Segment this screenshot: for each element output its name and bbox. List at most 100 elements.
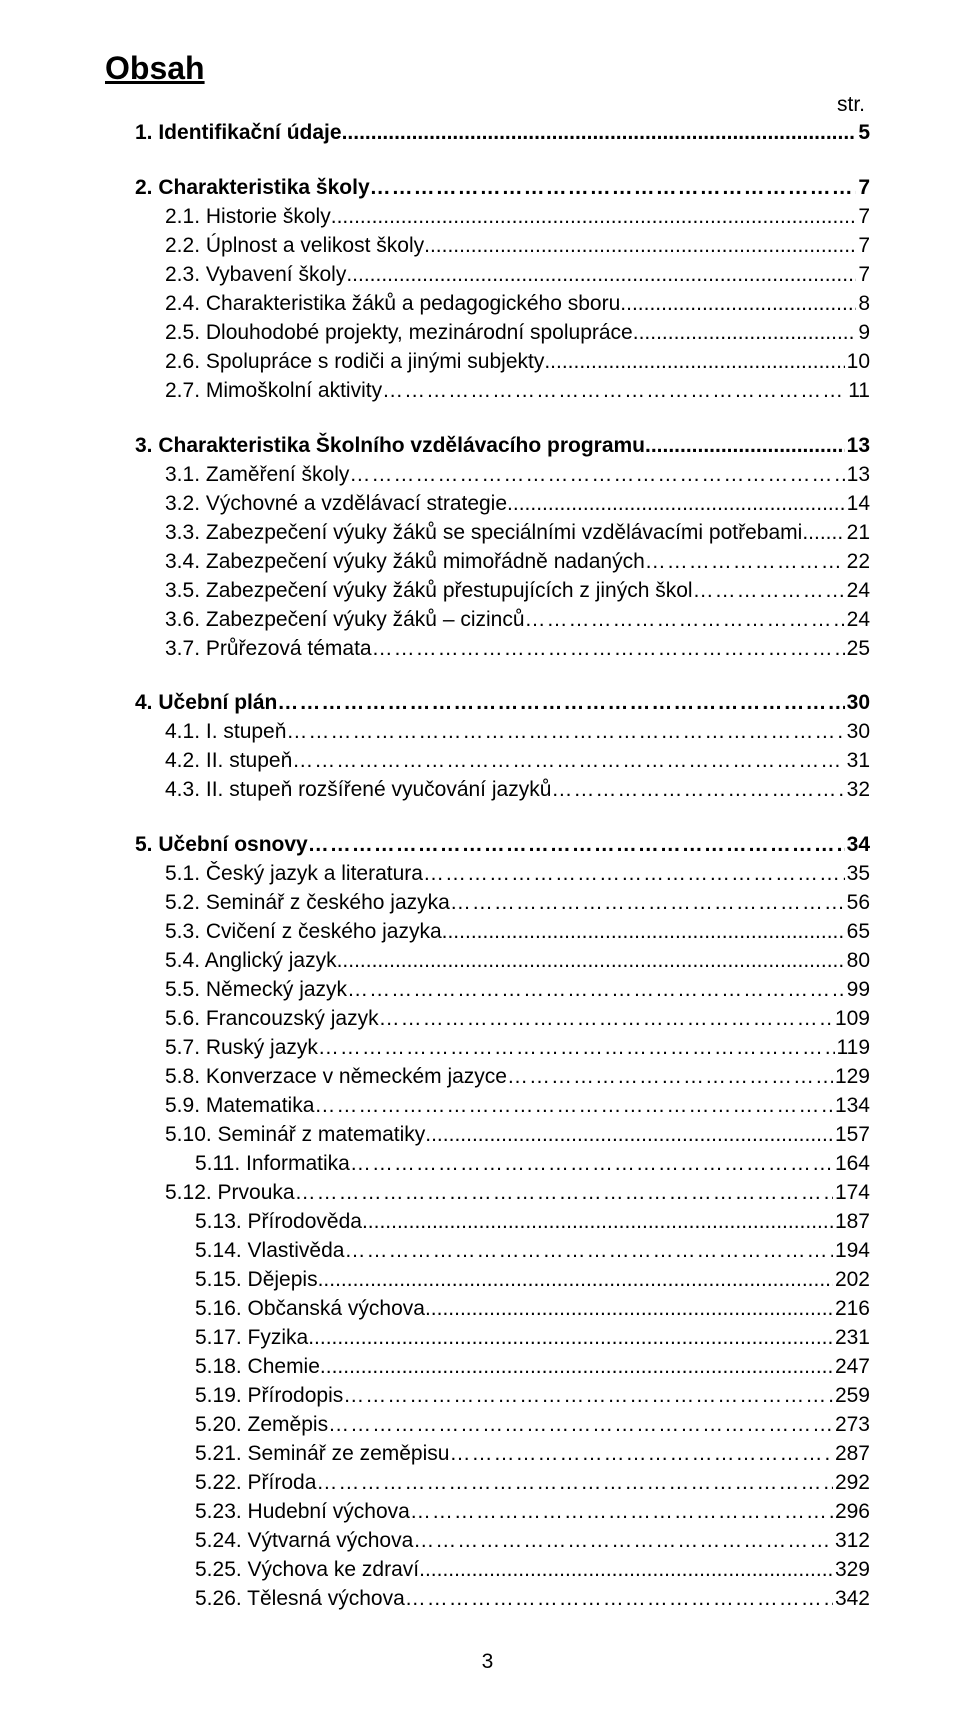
toc-entry-page: 174: [833, 1179, 870, 1208]
toc-entry: 5.12. Prvouka 174: [105, 1179, 870, 1208]
toc-leader-dots: [442, 918, 845, 947]
toc-leader-dots: [379, 1005, 833, 1034]
toc-entry-page: 11: [846, 377, 870, 406]
toc-entry: 5.14. Vlastivěda 194: [105, 1237, 870, 1266]
toc-entry-page: 287: [833, 1440, 870, 1469]
toc-entry-label: 5.23. Hudební výchova: [195, 1498, 410, 1527]
toc-entry-label: 5.14. Vlastivěda: [195, 1237, 344, 1266]
toc-entry-label: 2.3. Vybavení školy: [165, 261, 346, 290]
toc-entry-label: 2.1. Historie školy: [165, 203, 331, 232]
toc-entry: 5.24. Výtvarná výchova 312: [105, 1527, 870, 1556]
toc-leader-dots: [551, 776, 844, 805]
toc-leader-dots: [331, 203, 857, 232]
toc-leader-dots: [450, 889, 845, 918]
toc-entry-page: 164: [833, 1150, 870, 1179]
toc-entry: 5.15. Dějepis 202: [105, 1266, 870, 1295]
toc-leader-dots: [286, 718, 844, 747]
toc-entry-page: 296: [833, 1498, 870, 1527]
toc-entry: 2.3. Vybavení školy 7: [105, 261, 870, 290]
toc-entry: 2. Charakteristika školy 7: [105, 174, 870, 203]
toc-leader-dots: [507, 490, 845, 519]
toc-entry-label: 5.6. Francouzský jazyk: [165, 1005, 379, 1034]
toc-entry-page: 292: [833, 1469, 870, 1498]
toc-entry-page: 99: [845, 976, 870, 1005]
toc-entry-page: 14: [845, 490, 870, 519]
toc-leader-dots: [346, 261, 856, 290]
toc-entry-page: 32: [845, 776, 870, 805]
toc-entry-page: 22: [845, 548, 870, 577]
toc-leader-dots: [372, 635, 845, 664]
toc-entry-page: 24: [845, 606, 870, 635]
toc-leader-dots: [292, 747, 844, 776]
toc-entry-page: 329: [833, 1556, 870, 1585]
toc-entry-label: 2.7. Mimoškolní aktivity: [165, 377, 382, 406]
page-column-label: str.: [105, 93, 870, 117]
toc-entry-label: 5.10. Seminář z matematiky: [165, 1121, 425, 1150]
toc-entry: 4.2. II. stupeň 31: [105, 747, 870, 776]
toc-leader-dots: [337, 947, 845, 976]
toc-entry-label: 5.4. Anglický jazyk: [165, 947, 337, 976]
toc-entry: 5.4. Anglický jazyk 80: [105, 947, 870, 976]
toc-leader-dots: [362, 1208, 833, 1237]
toc-leader-dots: [316, 1469, 833, 1498]
toc-entry: 4.3. II. stupeň rozšířené vyučování jazy…: [105, 776, 870, 805]
toc-entry: 5.2. Seminář z českého jazyka 56: [105, 889, 870, 918]
toc-entry-page: 273: [833, 1411, 870, 1440]
toc-entry-label: 5.5. Německý jazyk: [165, 976, 347, 1005]
toc-leader-dots: [419, 1556, 833, 1585]
toc-leader-dots: [314, 1092, 833, 1121]
toc-entry-page: 9: [856, 319, 870, 348]
toc-entry-label: 5.7. Ruský jazyk: [165, 1034, 318, 1063]
toc-entry: 5.22. Příroda 292: [105, 1469, 870, 1498]
toc-leader-dots: [802, 519, 844, 548]
toc-entry-page: 30: [845, 689, 870, 718]
toc-leader-dots: [344, 1237, 833, 1266]
toc-entry-page: 312: [833, 1527, 870, 1556]
toc-entry: 3.4. Zabezpečení výuky žáků mimořádně na…: [105, 548, 870, 577]
toc-entry-label: 5.13. Přírodověda: [195, 1208, 362, 1237]
toc-entry-page: 202: [833, 1266, 870, 1295]
toc-entry-label: 2.4. Charakteristika žáků a pedagogickéh…: [165, 290, 620, 319]
toc-entry: 3.1. Zaměření školy 13: [105, 461, 870, 490]
toc-entry-label: 5.22. Příroda: [195, 1469, 316, 1498]
toc-entry-label: 3.6. Zabezpečení výuky žáků – cizinců: [165, 606, 525, 635]
toc-entry-label: 5.3. Cvičení z českého jazyka: [165, 918, 442, 947]
toc-entry-page: 24: [845, 577, 870, 606]
toc-entry-label: 2. Charakteristika školy: [135, 174, 370, 203]
toc-leader-dots: [382, 377, 846, 406]
toc-entry: 5.5. Německý jazyk 99: [105, 976, 870, 1005]
toc-entry-label: 1. Identifikační údaje: [135, 119, 342, 148]
toc-entry-page: 56: [845, 889, 870, 918]
toc-entry-page: 216: [833, 1295, 870, 1324]
page: Obsah str. 1. Identifikační údaje 52. Ch…: [0, 0, 960, 1714]
toc-entry-page: 10: [845, 348, 870, 377]
toc-entry-label: 5.11. Informatika: [195, 1150, 350, 1179]
toc-leader-dots: [343, 1382, 833, 1411]
toc-leader-dots: [425, 1121, 833, 1150]
toc-entry: 3.3. Zabezpečení výuky žáků se speciální…: [105, 519, 870, 548]
toc-entry-label: 5.12. Prvouka: [165, 1179, 295, 1208]
toc-entry: 5.11. Informatika 164: [105, 1150, 870, 1179]
toc-leader-dots: [645, 548, 845, 577]
toc-entry: 5.18. Chemie 247: [105, 1353, 870, 1382]
toc-entry-label: 5.2. Seminář z českého jazyka: [165, 889, 450, 918]
toc-entry-page: 259: [833, 1382, 870, 1411]
toc-leader-dots: [413, 1527, 833, 1556]
toc-entry-page: 31: [845, 747, 870, 776]
toc-entry-label: 5.9. Matematika: [165, 1092, 314, 1121]
toc-entry-page: 80: [845, 947, 870, 976]
toc-entry-label: 5.18. Chemie: [195, 1353, 320, 1382]
toc-entry: 1. Identifikační údaje 5: [105, 119, 870, 148]
toc-entry: 5.26. Tělesná výchova 342: [105, 1585, 870, 1614]
toc-entry: 4.1. I. stupeň 30: [105, 718, 870, 747]
toc-entry-label: 5.25. Výchova ke zdraví: [195, 1556, 419, 1585]
toc-entry-label: 5.17. Fyzika: [195, 1324, 308, 1353]
toc-leader-dots: [318, 1034, 835, 1063]
toc-leader-dots: [425, 1295, 833, 1324]
toc-entry-label: 3.1. Zaměření školy: [165, 461, 349, 490]
toc-entry-page: 65: [845, 918, 870, 947]
toc-entry-page: 8: [856, 290, 870, 319]
toc-leader-dots: [277, 689, 844, 718]
toc-leader-dots: [693, 577, 845, 606]
toc-leader-dots: [328, 1411, 833, 1440]
